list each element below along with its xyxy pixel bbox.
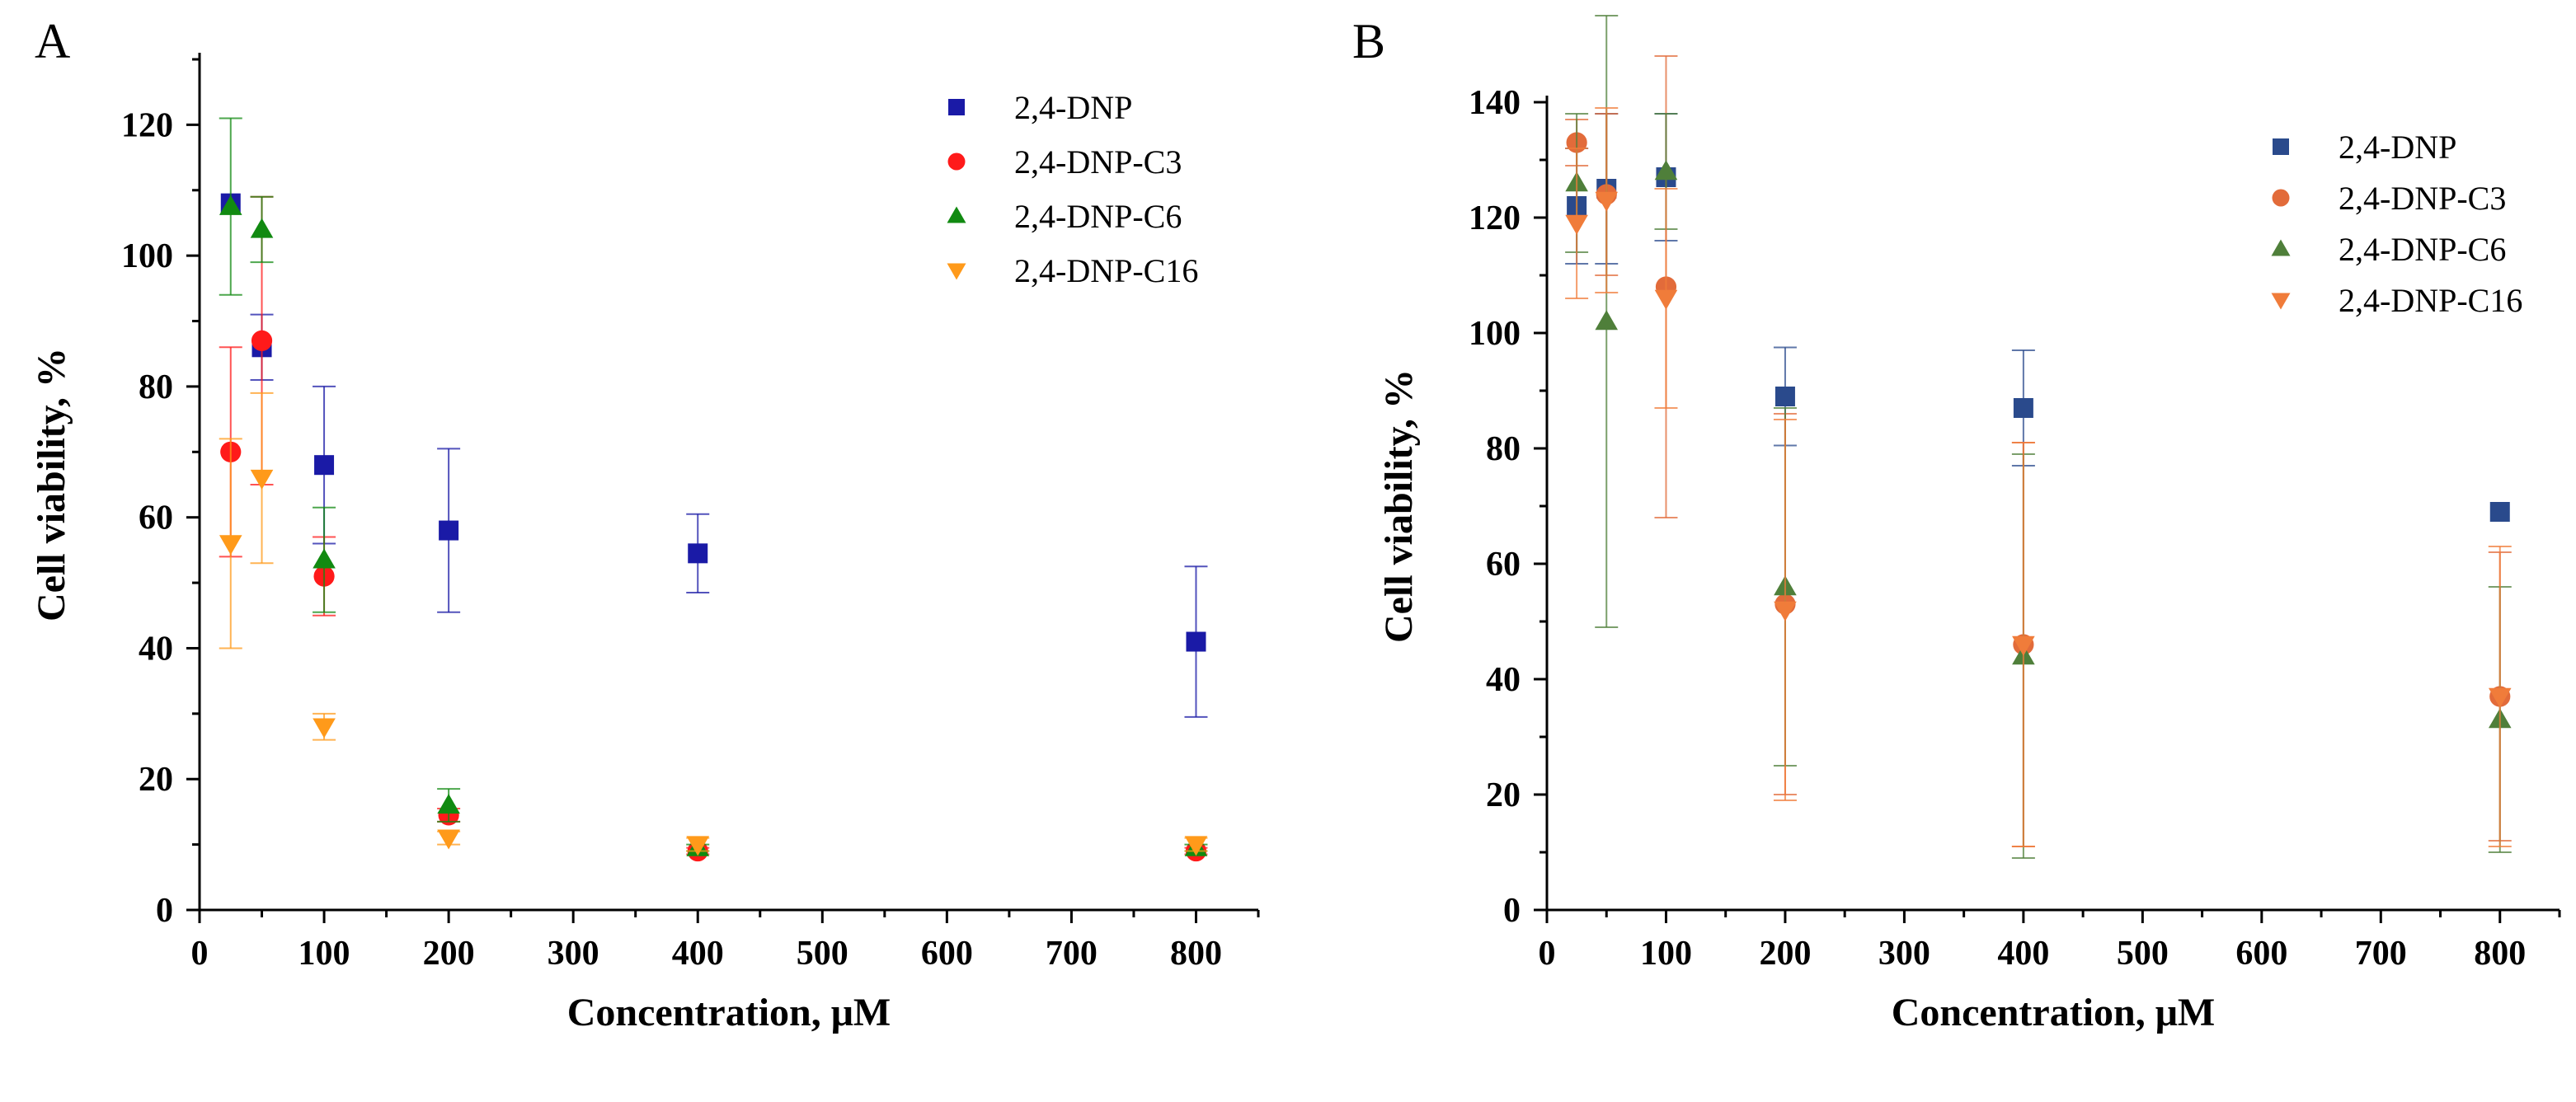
x-tick-label: 400 xyxy=(1997,935,2049,973)
x-axis-title: Concentration, μM xyxy=(1892,991,2215,1034)
legend-marker xyxy=(947,152,966,171)
data-point xyxy=(437,794,460,814)
data-point xyxy=(1595,191,1619,212)
legend-marker xyxy=(2273,138,2289,155)
x-tick-label: 700 xyxy=(1046,935,1098,973)
x-tick-label: 100 xyxy=(298,935,350,973)
data-point xyxy=(1774,601,1797,621)
data-point xyxy=(2488,687,2512,708)
x-tick-label: 600 xyxy=(921,935,973,973)
x-tick-label: 300 xyxy=(548,935,599,973)
y-tick-label: 100 xyxy=(1469,315,1521,353)
legend-marker xyxy=(2271,239,2291,256)
legend-label: 2,4-DNP-C3 xyxy=(2339,180,2506,217)
data-point xyxy=(2013,398,2033,418)
legend-label: 2,4-DNP-C6 xyxy=(2339,231,2506,268)
y-tick-label: 20 xyxy=(1486,776,1521,814)
x-tick-label: 400 xyxy=(672,935,724,973)
y-tick-label: 100 xyxy=(121,237,173,275)
data-point xyxy=(1565,214,1588,235)
legend-marker xyxy=(2272,189,2290,207)
legend-label: 2,4-DNP xyxy=(1014,89,1132,126)
y-tick-label: 0 xyxy=(156,892,173,930)
data-point xyxy=(250,218,274,238)
data-point xyxy=(314,455,335,476)
chart-panel-b: B 0 100 200 300 400 500 600 700 800 0 20 40 60 80 100 12… xyxy=(1352,14,2561,1034)
y-tick-label: 140 xyxy=(1469,84,1521,122)
data-point xyxy=(1654,289,1678,310)
data-point xyxy=(2012,635,2035,656)
legend-label: 2,4-DNP-C3 xyxy=(1014,143,1182,181)
data-point xyxy=(1595,310,1619,331)
legend-marker xyxy=(2271,293,2291,310)
y-tick-label: 120 xyxy=(1469,199,1521,237)
legend-label: 2,4-DNP xyxy=(2339,129,2456,166)
data-point xyxy=(2489,502,2510,522)
x-axis-title: Concentration, μM xyxy=(567,991,891,1034)
series-2-4-dnp-c16 xyxy=(1565,107,2512,847)
x-tick-label: 700 xyxy=(2355,935,2407,973)
y-axis-title: Cell viability, % xyxy=(30,348,73,621)
y-tick-label: 40 xyxy=(139,630,173,668)
data-point xyxy=(219,195,242,215)
y-axis-title: Cell viability, % xyxy=(1377,369,1421,643)
series-2-4-dnp-c16 xyxy=(219,392,1208,856)
legend-marker xyxy=(947,263,966,280)
y-tick-label: 60 xyxy=(139,499,173,537)
x-tick-label: 800 xyxy=(2474,935,2526,973)
x-tick-label: 0 xyxy=(1539,935,1556,973)
legend-label: 2,4-DNP-C16 xyxy=(2339,282,2522,319)
x-tick-label: 300 xyxy=(1878,935,1930,973)
data-point xyxy=(1184,836,1208,856)
y-tick-label: 80 xyxy=(1486,430,1521,468)
legend: 2,4-DNP 2,4-DNP-C3 2,4-DNP-C6 2,4-DNP-C16 xyxy=(947,89,1198,289)
legend-marker xyxy=(947,206,966,223)
data-point xyxy=(250,469,274,490)
data-point xyxy=(251,330,273,351)
x-tick-label: 600 xyxy=(2235,935,2287,973)
x-tick-label: 200 xyxy=(1759,935,1811,973)
legend-marker xyxy=(948,99,965,115)
legend-label: 2,4-DNP-C6 xyxy=(1014,198,1182,235)
data-point xyxy=(313,718,336,739)
x-tick-label: 500 xyxy=(2117,935,2169,973)
y-tick-label: 20 xyxy=(139,761,173,799)
data-point xyxy=(1186,631,1206,652)
x-tick-label: 200 xyxy=(423,935,475,973)
x-tick-label: 0 xyxy=(191,935,209,973)
data-point xyxy=(688,543,708,564)
data-point xyxy=(313,548,336,569)
x-tick-label: 500 xyxy=(797,935,848,973)
data-point xyxy=(686,836,710,856)
x-tick-label: 800 xyxy=(1170,935,1222,973)
series-2-4-dnp-c3 xyxy=(1565,55,2512,847)
x-tick-label: 100 xyxy=(1640,935,1692,973)
y-tick-label: 80 xyxy=(139,368,173,406)
data-point xyxy=(439,520,459,541)
y-tick-label: 60 xyxy=(1486,546,1521,584)
y-tick-label: 120 xyxy=(121,106,173,144)
series-2-4-dnp-c3 xyxy=(219,195,1208,862)
legend-label: 2,4-DNP-C16 xyxy=(1014,252,1198,289)
data-point xyxy=(219,535,242,556)
y-tick-label: 40 xyxy=(1486,661,1521,699)
data-point xyxy=(1654,160,1678,181)
chart-panel-a: A 0 100 200 300 400 500 600 700 800 0 20 40 60 80 100 12… xyxy=(30,14,1260,1034)
data-point xyxy=(1775,387,1795,406)
data-point xyxy=(437,829,460,850)
panel-label: B xyxy=(1352,14,1385,68)
y-tick-label: 0 xyxy=(1503,892,1521,930)
panel-label: A xyxy=(35,14,70,68)
legend: 2,4-DNP 2,4-DNP-C3 2,4-DNP-C6 2,4-DNP-C16 xyxy=(2271,129,2522,319)
